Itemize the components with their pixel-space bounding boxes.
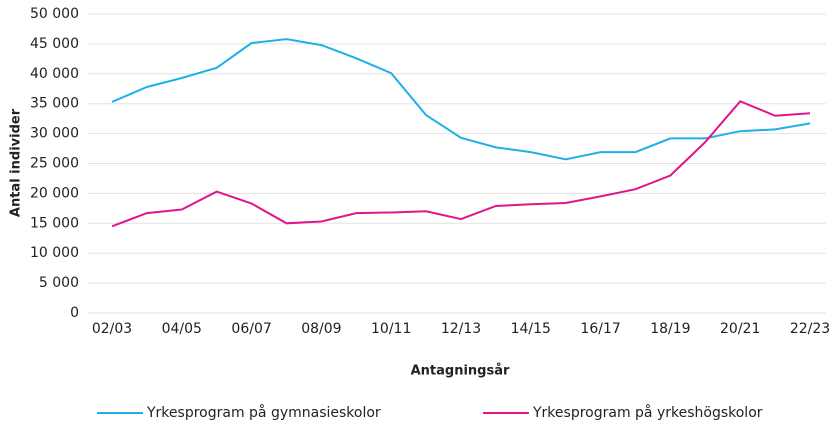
y-tick-label: 0 (70, 305, 79, 321)
y-tick-label: 25 000 (30, 156, 79, 172)
x-tick-label: 20/21 (720, 321, 760, 337)
y-axis-title: Antal individer (9, 108, 24, 217)
x-tick-label: 14/15 (511, 321, 551, 337)
x-tick-label: 06/07 (231, 321, 271, 337)
legend-label: Yrkesprogram på yrkeshögskolor (532, 404, 763, 421)
line-series (111, 38, 811, 161)
y-tick-label: 40 000 (30, 66, 79, 82)
legend-label: Yrkesprogram på gymnasieskolor (146, 404, 381, 421)
x-tick-label: 12/13 (441, 321, 481, 337)
x-tick-label: 02/03 (92, 321, 132, 337)
y-tick-label: 50 000 (30, 6, 79, 22)
y-tick-label: 45 000 (30, 36, 79, 52)
x-tick-label: 18/19 (650, 321, 690, 337)
line-series (111, 100, 811, 228)
x-tick-label: 16/17 (580, 321, 620, 337)
y-tick-label: 30 000 (30, 126, 79, 142)
x-tick-label: 08/09 (301, 321, 341, 337)
x-tick-label: 04/05 (162, 321, 202, 337)
y-tick-label: 5 000 (39, 275, 79, 291)
y-tick-label: 10 000 (30, 245, 79, 261)
y-tick-label: 35 000 (30, 96, 79, 112)
y-tick-label: 20 000 (30, 185, 79, 201)
x-tick-label: 22/23 (790, 321, 830, 337)
y-tick-label: 15 000 (30, 215, 79, 231)
x-axis-title: Antagningsår (411, 364, 510, 379)
x-tick-label: 10/11 (371, 321, 411, 337)
